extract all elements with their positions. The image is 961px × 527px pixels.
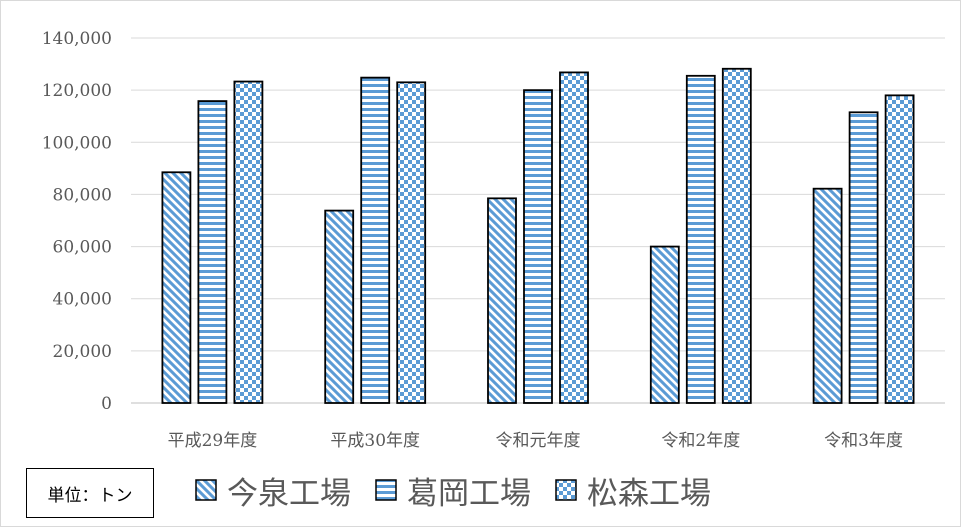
- legend-item-imaizumi: 今泉工場: [195, 468, 351, 513]
- bar: [396, 81, 427, 404]
- y-tick-label: 100,000: [42, 133, 112, 153]
- legend-swatch-diagonal: [195, 479, 217, 501]
- y-tick-label: 20,000: [53, 342, 112, 362]
- y-tick-label: 60,000: [53, 238, 112, 258]
- legend-swatch-horizontal: [375, 479, 397, 501]
- legend-label: 今泉工場: [227, 475, 351, 512]
- bar: [197, 100, 228, 404]
- y-tick-label: 120,000: [42, 81, 112, 101]
- x-axis-categories: 平成29年度 平成30年度 令和元年度 令和2年度 令和3年度: [168, 431, 903, 451]
- x-category-label: 令和元年度: [496, 431, 581, 451]
- bar: [685, 74, 716, 404]
- bar: [848, 111, 879, 404]
- y-tick-label: 0: [101, 394, 112, 414]
- bar: [812, 187, 843, 404]
- bar: [721, 67, 752, 404]
- legend-item-matsumori: 松森工場: [555, 468, 711, 513]
- y-axis-ticks: 0 20,000 40,000 60,000 80,000 100,000 120,000 1…: [42, 29, 112, 414]
- x-category-label: 令和3年度: [824, 431, 903, 451]
- y-tick-label: 140,000: [42, 29, 112, 49]
- bar: [884, 94, 915, 404]
- bars: [161, 67, 915, 404]
- bar: [523, 89, 553, 404]
- legend-item-kuzuoka: 葛岡工場: [375, 468, 531, 513]
- bar: [233, 80, 264, 404]
- x-category-label: 令和2年度: [661, 431, 740, 451]
- unit-label: 単位：トン: [26, 468, 154, 518]
- legend-label: 松森工場: [587, 475, 711, 512]
- legend: 今泉工場 葛岡工場 松森工場: [195, 462, 735, 518]
- bar: [324, 209, 355, 404]
- bar: [360, 76, 391, 404]
- x-category-label: 平成30年度: [330, 431, 420, 451]
- bar: [161, 171, 192, 404]
- y-tick-label: 80,000: [53, 185, 112, 205]
- bar: [649, 245, 680, 404]
- legend-swatch-checker: [555, 479, 577, 501]
- legend-label: 葛岡工場: [407, 475, 531, 512]
- x-category-label: 平成29年度: [168, 431, 258, 451]
- bar: [559, 71, 589, 404]
- bar: [487, 197, 517, 404]
- y-tick-label: 40,000: [53, 290, 112, 310]
